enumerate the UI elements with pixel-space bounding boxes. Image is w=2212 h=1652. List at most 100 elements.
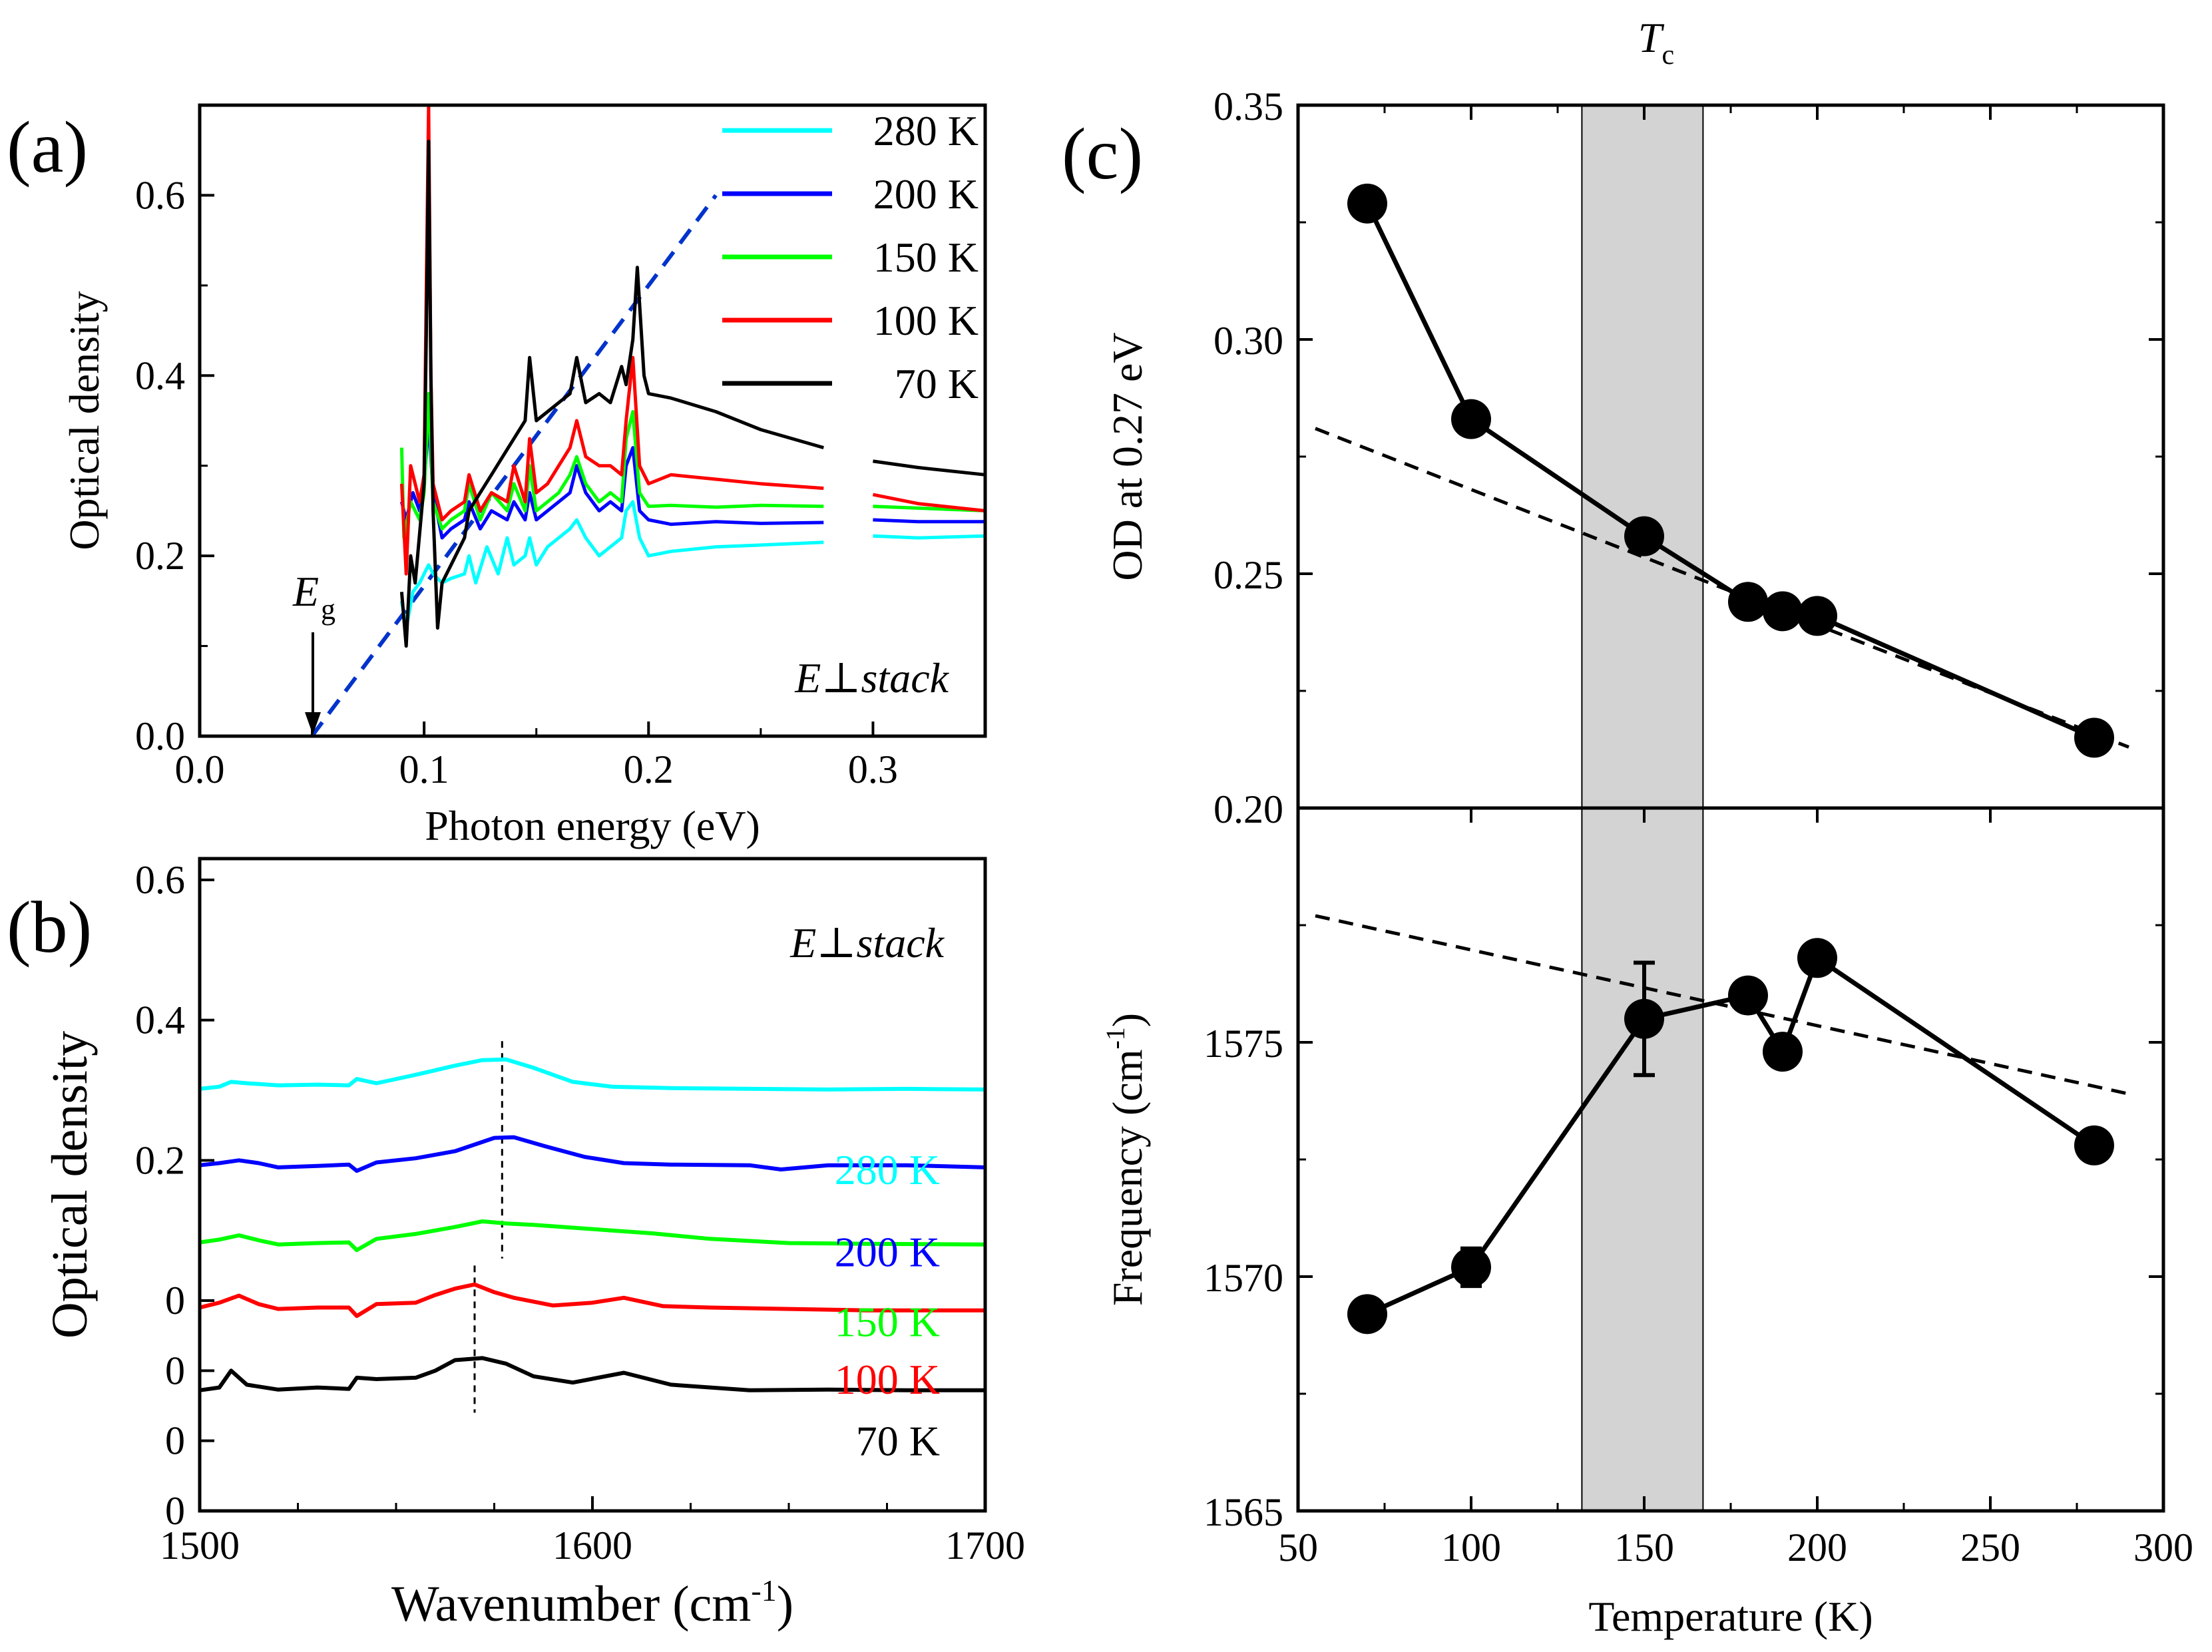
c-xtick-label: 250 [1960, 1526, 2020, 1569]
plot-frame-a [198, 103, 987, 738]
b-series-label: 70 K [856, 1418, 940, 1465]
b-series-labels: 280 K 200 K 150 K 100 K 70 K [835, 1146, 940, 1465]
a-annotation: E⊥stack [794, 654, 949, 702]
b-ytick-label: 0 [165, 1348, 185, 1392]
a-series-100k [872, 493, 986, 513]
panel-c-label: (c) [1062, 113, 1143, 194]
b-annotation: E⊥stack [789, 919, 945, 966]
c-top-point [1728, 582, 1768, 622]
c-bottom-plot-group [1315, 914, 2129, 1335]
c-bottom-point [1624, 998, 1664, 1039]
b-series-100k [199, 1282, 985, 1319]
a-series-70k [399, 139, 824, 648]
a-series-200k [873, 518, 985, 524]
c-xtick-label: 50 [1278, 1526, 1318, 1569]
a-xtick-label: 0.2 [624, 747, 674, 791]
c-top-point [1624, 516, 1664, 556]
a-ylabel: Optical density [61, 291, 108, 550]
legend-label: 280 K [873, 107, 979, 154]
a-xlabel: Photon energy (eV) [425, 802, 760, 849]
b-series-150k [199, 1219, 986, 1253]
plot-frame-c-top [1296, 103, 2165, 810]
a-xtick-label: 0.0 [175, 747, 225, 791]
eg-label: E [292, 568, 319, 615]
c-top-ytick-label: 0.25 [1214, 553, 1283, 597]
a-series-100k [399, 103, 824, 576]
a-series-200k [399, 419, 824, 540]
tc-label: Tc [1638, 14, 1674, 71]
b-series-label: 280 K [835, 1146, 940, 1193]
panel-a-label: (a) [7, 106, 88, 188]
a-ytick-label: 0.4 [135, 353, 185, 397]
c-top-ylabel: OD at 0.27 eV [1104, 332, 1151, 580]
c-bottom-point [2074, 1125, 2114, 1165]
a-ytick-label: 0.6 [135, 173, 185, 217]
panel-c: (c) 0.20 0.25 0.30 0.35 1565 1570 1575 50 100 150… [1062, 14, 2193, 1640]
a-series-70k [873, 459, 986, 477]
c-xtick-label: 300 [2133, 1526, 2193, 1569]
eg-marker: E g [292, 568, 335, 735]
a-ytick-label: 0.0 [135, 714, 185, 758]
b-ytick-label: 0.2 [135, 1138, 185, 1182]
a-ytick-label: 0.2 [135, 534, 185, 578]
b-xtick-label: 1500 [160, 1524, 240, 1567]
b-series-70k [199, 1356, 985, 1392]
b-series-label: 150 K [835, 1299, 940, 1346]
c-ticks-group: 0.20 0.25 0.30 0.35 1565 1570 1575 50 100 150 200 2… [1204, 85, 2193, 1569]
a-series-group [399, 103, 986, 648]
c-top-point [1347, 183, 1387, 224]
b-ytick-label: 0 [165, 1279, 185, 1323]
plot-frame-c-bottom [1296, 806, 2165, 1513]
c-top-ytick-label: 0.35 [1214, 85, 1283, 128]
c-top-point [2074, 718, 2114, 758]
c-bottom-ylabel: Frequency (cm-1) [1100, 1013, 1151, 1306]
c-top-plot-group [1315, 183, 2129, 758]
b-ytick-label: 0.4 [135, 998, 185, 1042]
b-xlabel: Wavenumber (cm-1) [391, 1573, 793, 1632]
legend-label: 150 K [873, 234, 979, 281]
c-top-ytick-label: 0.30 [1214, 319, 1283, 363]
c-xlabel: Temperature (K) [1588, 1593, 1873, 1640]
c-top-point [1763, 591, 1803, 632]
b-series-label: 100 K [835, 1356, 940, 1403]
c-top-point [1451, 399, 1491, 439]
c-xtick-label: 100 [1441, 1526, 1501, 1569]
a-series-280k [873, 534, 986, 540]
a-xtick-label: 0.1 [399, 747, 449, 791]
legend-label: 70 K [895, 360, 979, 407]
b-xtick-label: 1600 [553, 1524, 632, 1567]
b-ytick-label: 0 [165, 1419, 185, 1463]
b-series-label: 200 K [835, 1228, 940, 1275]
legend-a: 280 K 200 K 150 K 100 K 70 K [722, 107, 979, 407]
panel-b: (b) 1500 1600 1700 0 0 0 0 0.2 0.4 0.6 Wavenumber… [7, 857, 1025, 1632]
a-xtick-label: 0.3 [848, 747, 898, 791]
b-series-200k [199, 1135, 986, 1173]
b-ylabel: Optical density [42, 1031, 98, 1339]
c-bottom-point [1763, 1032, 1803, 1072]
b-ytick-label: 0.6 [135, 858, 185, 902]
panel-a: (a) 0.0 0.1 0.2 0.3 0.0 0.2 0.4 0.6 Photon ener… [7, 103, 987, 849]
c-xtick-label: 150 [1614, 1526, 1674, 1569]
c-xtick-label: 200 [1787, 1526, 1847, 1569]
c-bottom-ytick-label: 1570 [1204, 1256, 1283, 1300]
c-bottom-point [1797, 938, 1837, 978]
panel-b-label: (b) [7, 887, 92, 968]
c-top-connect-line [1365, 202, 2096, 740]
c-bottom-fit-line [1315, 914, 2129, 1096]
b-xtick-label: 1700 [945, 1524, 1025, 1567]
a-series-280k [399, 500, 824, 630]
eg-subscript: g [321, 593, 335, 626]
b-ticks-group: 1500 1600 1700 0 0 0 0 0.2 0.4 0.6 [135, 858, 1025, 1567]
legend-label: 200 K [873, 170, 979, 218]
c-bottom-point [1728, 975, 1768, 1016]
c-top-ytick-label: 0.20 [1214, 787, 1283, 831]
b-ytick-label: 0 [165, 1489, 185, 1533]
c-bottom-ytick-label: 1575 [1204, 1022, 1283, 1066]
eg-arrow-head [305, 712, 321, 735]
b-series-280k [199, 1057, 986, 1092]
legend-label: 100 K [873, 297, 979, 344]
plot-frame-b [198, 857, 987, 1513]
c-top-point [1797, 596, 1837, 636]
c-bottom-point [1451, 1247, 1491, 1287]
